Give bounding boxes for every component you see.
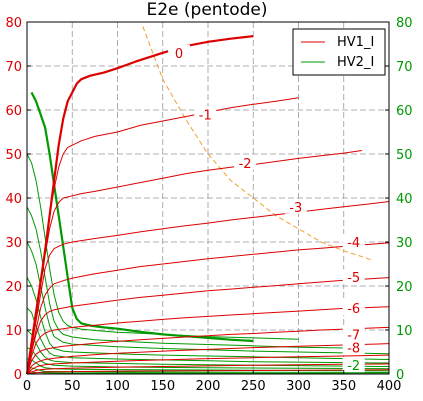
y-tick-label-right: 50	[396, 148, 413, 163]
y-tick-label-left: 80	[5, 16, 22, 31]
hv1-curve	[26, 277, 390, 375]
hv2-curve	[26, 371, 390, 375]
curve-label-bg	[342, 326, 365, 342]
hv2-curve	[30, 91, 254, 343]
curve-label-bg	[194, 106, 217, 122]
x-tick-label: 250	[241, 379, 266, 394]
curve-label: 0	[175, 47, 183, 62]
y-tick-label-left: 20	[5, 280, 22, 295]
hv1-series-layer	[25, 35, 390, 375]
hv2-curve	[26, 241, 390, 355]
curve-label: -3	[289, 201, 302, 216]
y-tick-label-left: 50	[5, 148, 22, 163]
y-tick-label-right: 70	[396, 60, 413, 75]
curve-label-bg	[284, 198, 307, 214]
grid	[27, 22, 389, 374]
curve-label-bg	[342, 357, 365, 373]
y-tick-label-left: 30	[5, 236, 22, 251]
x-tick-label: 350	[331, 379, 356, 394]
y-tick-label-right: 0	[396, 368, 404, 383]
hv2-curve	[26, 153, 299, 340]
y-tick-label-right: 20	[396, 280, 413, 295]
x-tick-label: 400	[377, 379, 402, 394]
curve-label-bg	[168, 44, 191, 60]
x-tick-label: 100	[105, 379, 130, 394]
hv1-curve	[26, 343, 390, 375]
legend-box	[292, 28, 386, 76]
legend-label-hv2: HV2_I	[337, 55, 374, 70]
legend: HV1_I HV2_I	[292, 28, 386, 76]
y-tick-label-left: 10	[5, 324, 22, 339]
legend-label-hv1: HV1_I	[337, 35, 374, 50]
power-limit-curve	[142, 26, 372, 261]
curve-label-bg	[342, 269, 365, 285]
y-tick-label-left: 60	[5, 104, 22, 119]
y-tick-label-right: 60	[396, 104, 413, 119]
y-tick-label-left: 0	[14, 368, 22, 383]
y-tick-label-right: 80	[396, 16, 413, 31]
curve-label: -2	[347, 359, 360, 374]
y-tick-label-right: 40	[396, 192, 413, 207]
curve-label: -2	[239, 157, 252, 172]
curve-label-bg	[342, 339, 365, 355]
hv1-curve	[26, 306, 390, 375]
curve-label: -6	[347, 302, 360, 317]
y-tick-label-left: 70	[5, 60, 22, 75]
curve-label: -4	[347, 236, 360, 251]
hv1-curve	[26, 97, 299, 375]
x-tick-label: 200	[196, 379, 221, 394]
hv1-curve	[26, 150, 362, 375]
power-limit-layer	[142, 26, 372, 261]
x-tick-label: 0	[23, 379, 31, 394]
curve-label: -1	[199, 108, 212, 123]
hv1-curve	[26, 242, 390, 375]
hv1-curve	[25, 35, 254, 375]
curve-label: -5	[347, 271, 360, 286]
hv2-curve	[26, 206, 362, 349]
axis-ticks: 0 50 100 150 200 250 300 350 4000102030405060708…	[5, 16, 412, 394]
x-tick-label: 300	[286, 379, 311, 394]
x-tick-label: 50	[64, 379, 81, 394]
y-tick-label-right: 30	[396, 236, 413, 251]
hv1-curve	[26, 354, 390, 375]
hv1-curve	[26, 326, 390, 375]
x-tick-label: 150	[150, 379, 175, 394]
curve-label: -8	[347, 342, 360, 357]
y-tick-label-left: 40	[5, 192, 22, 207]
hv1-curve	[26, 363, 390, 375]
curve-labels-layer: 0-1-2-3-4-5-6-7-8-2	[168, 44, 365, 374]
curve-label-bg	[342, 234, 365, 249]
hv1-curve	[26, 369, 390, 375]
y-tick-label-right: 10	[396, 324, 413, 339]
chart-title: E2e (pentode)	[146, 0, 267, 20]
hv2-curve	[26, 347, 390, 370]
curve-label-bg	[234, 154, 257, 170]
curve-label-bg	[342, 300, 365, 315]
